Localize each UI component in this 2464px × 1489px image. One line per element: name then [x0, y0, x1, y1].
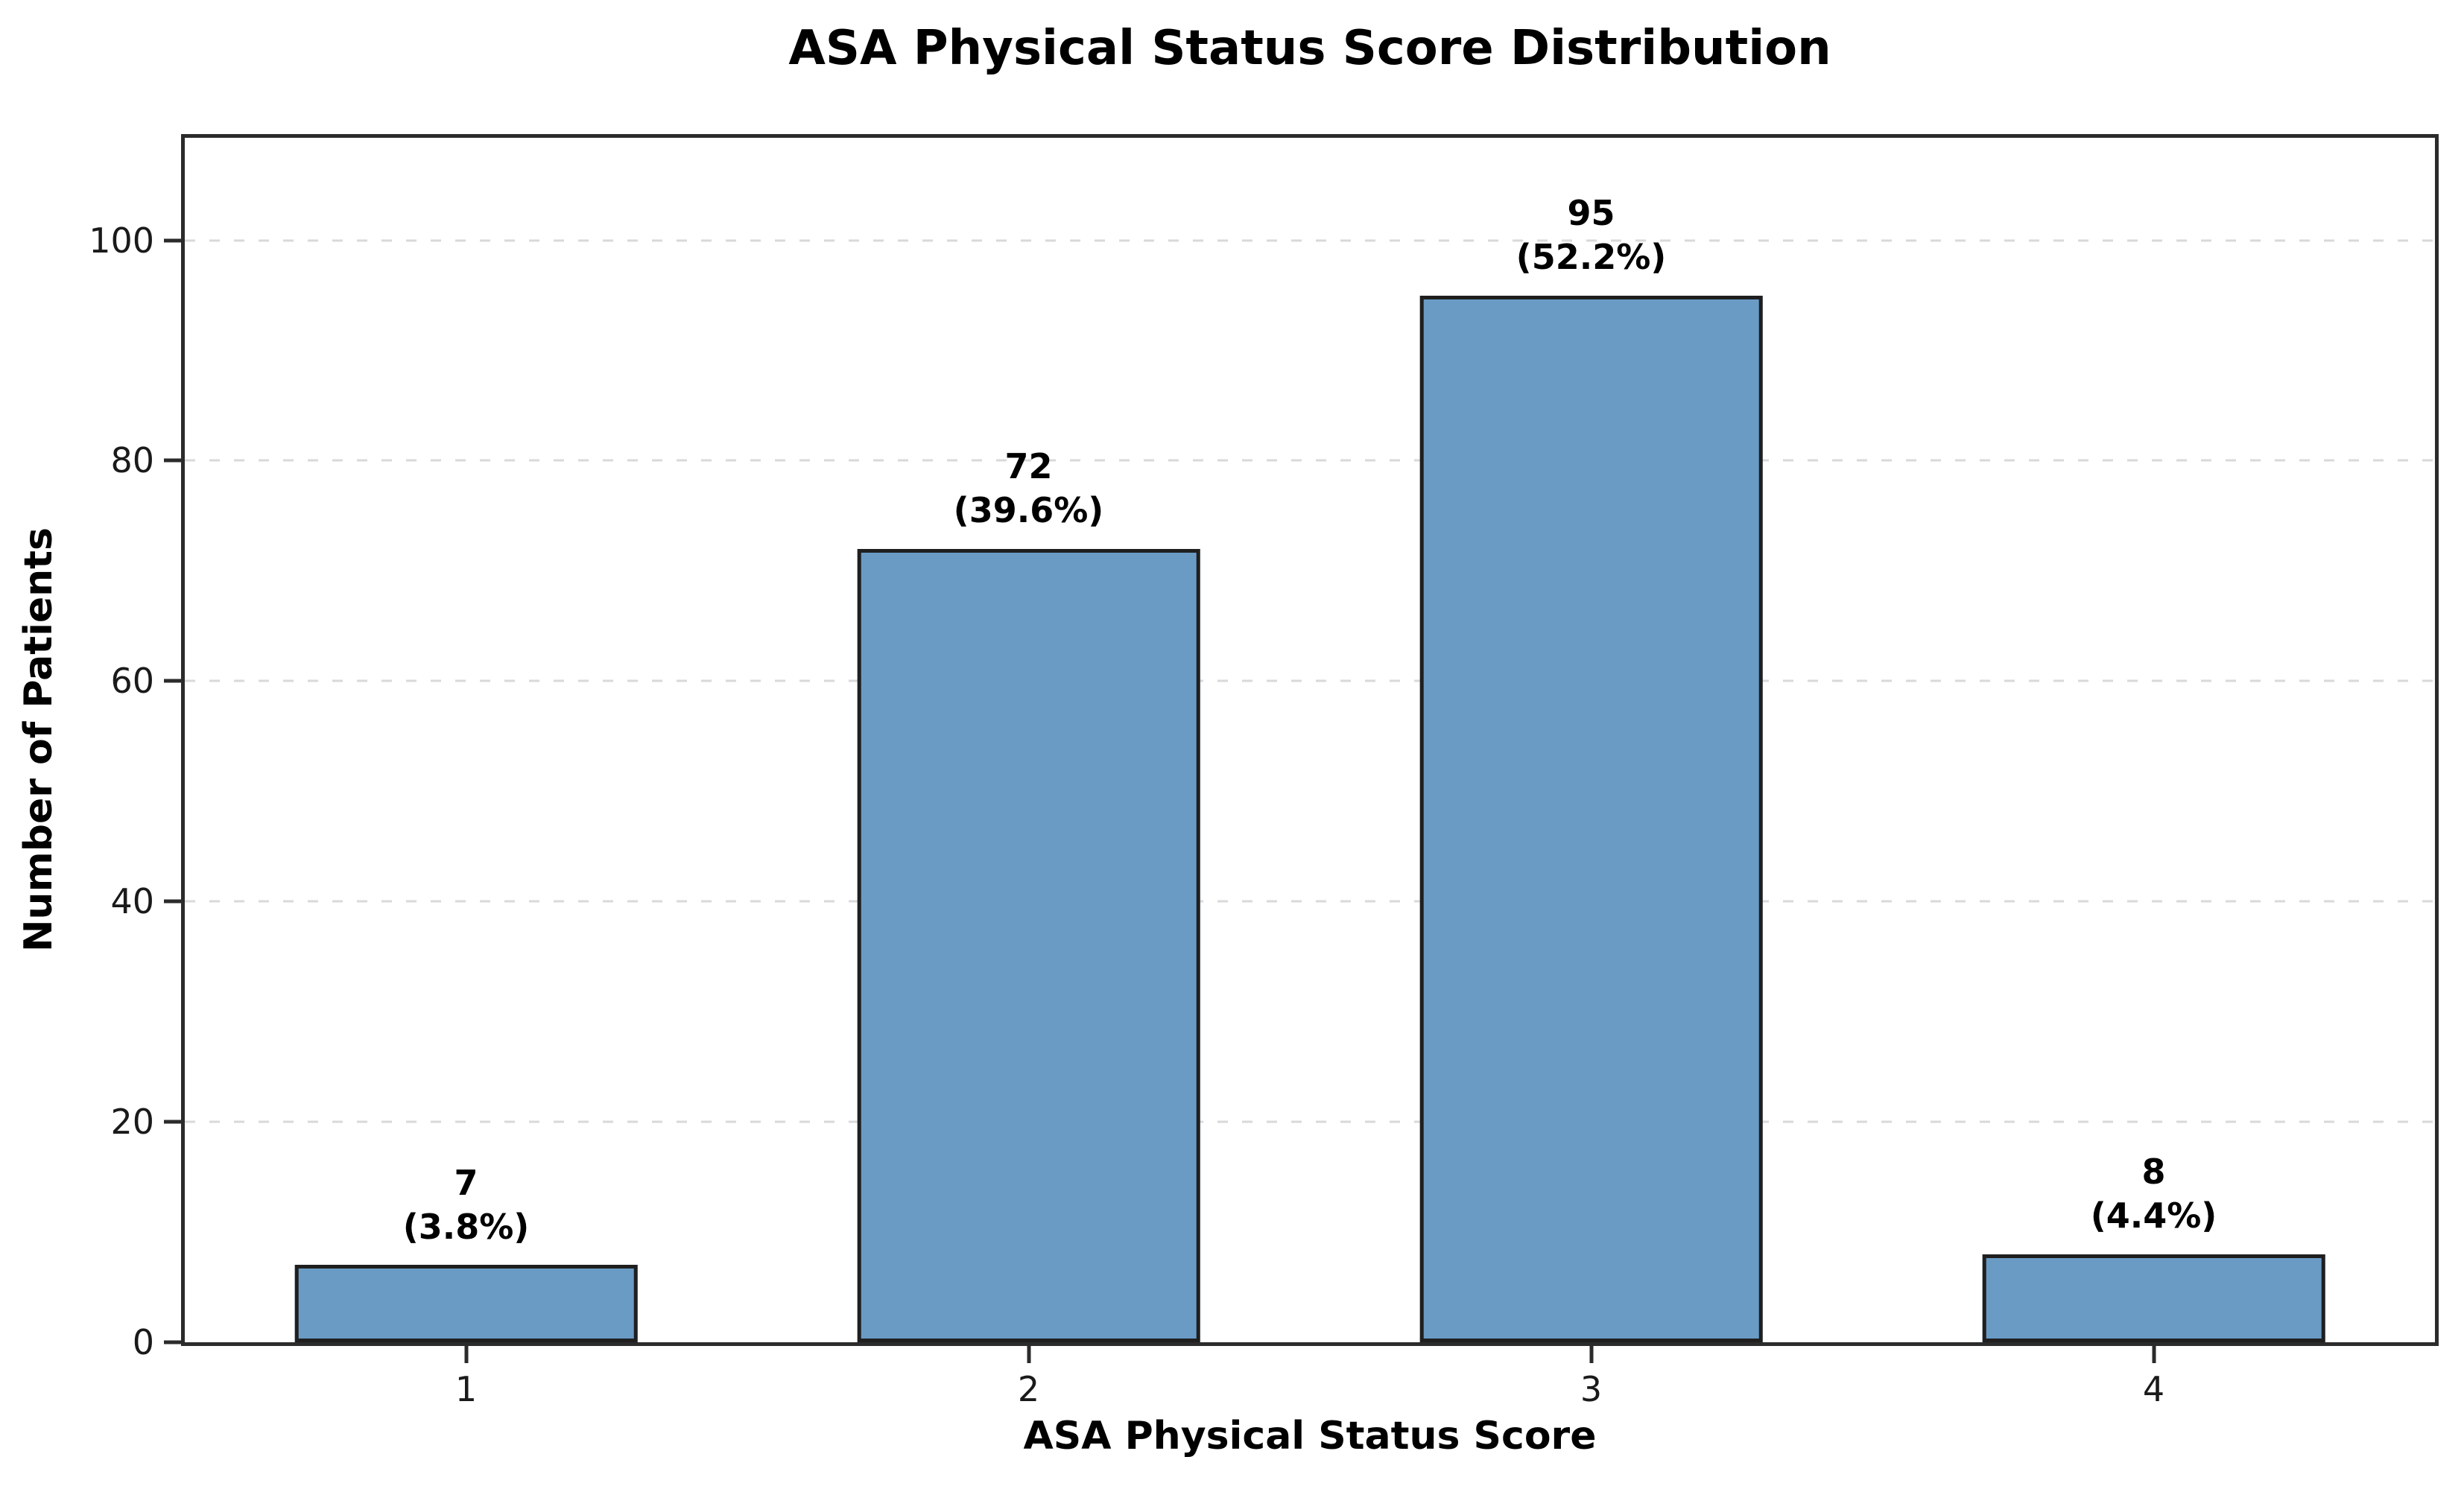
bar-percent-label: (3.8%) [402, 1206, 530, 1247]
gridline [185, 1120, 2435, 1123]
y-tick-label: 60 [110, 661, 154, 702]
gridline [185, 679, 2435, 682]
x-tick-label: 1 [455, 1369, 478, 1409]
bar-value-label: 95 [1567, 192, 1615, 233]
y-tick-label: 0 [132, 1322, 154, 1362]
bar-percent-label: (52.2%) [1516, 236, 1667, 277]
y-tick-mark [164, 679, 181, 683]
x-tick-mark [1027, 1346, 1030, 1363]
y-tick-label: 100 [89, 220, 154, 261]
bar-value-label: 8 [2141, 1151, 2166, 1192]
bar [857, 548, 1200, 1342]
bar-label: 8 (4.4%) [2091, 1150, 2217, 1238]
bar-label: 95 (52.2%) [1516, 191, 1667, 279]
bar-slot: 72 (39.6%) 2 [747, 138, 1310, 1409]
bar-slot: 7 (3.8%) 1 [185, 138, 747, 1409]
bar [1419, 295, 1763, 1342]
y-tick-mark [164, 1120, 181, 1124]
bar-percent-label: (4.4%) [2090, 1195, 2217, 1236]
gridline [185, 459, 2435, 462]
y-tick-label: 20 [110, 1102, 154, 1143]
x-tick-label: 3 [1580, 1369, 1603, 1409]
chart-title: ASA Physical Status Score Distribution [788, 21, 1831, 76]
bar-label: 72 (39.6%) [954, 445, 1104, 533]
x-tick-mark [464, 1346, 468, 1363]
y-tick-mark [164, 458, 181, 463]
x-tick-label: 2 [1017, 1369, 1040, 1409]
y-axis-title: Number of Patients [16, 527, 61, 952]
x-tick-mark [1589, 1346, 1593, 1363]
y-tick-label: 40 [110, 881, 154, 922]
y-tick-mark [164, 238, 181, 243]
bar-slot: 95 (52.2%) 3 [1310, 138, 1872, 1409]
bar [294, 1265, 638, 1342]
bar-percent-label: (39.6%) [953, 489, 1104, 530]
gridline [185, 900, 2435, 903]
bar [1982, 1254, 2325, 1342]
x-tick-label: 4 [2142, 1369, 2165, 1409]
bar-value-label: 72 [1004, 446, 1053, 487]
y-tick-mark [164, 1340, 181, 1344]
gridline [185, 239, 2435, 242]
bar-slot: 8 (4.4%) 4 [1872, 138, 2435, 1409]
x-axis-title: ASA Physical Status Score [1023, 1414, 1597, 1458]
bar-label: 7 (3.8%) [403, 1161, 530, 1249]
y-tick-label: 80 [110, 440, 154, 481]
x-tick-mark [2152, 1346, 2156, 1363]
plot-area: 0 20 40 60 80 100 7 (3.8%) 1 72 (39.6%) 2 95 (52.2%) 3… [89, 134, 2439, 1409]
bar-value-label: 7 [454, 1162, 478, 1203]
y-tick-mark [164, 899, 181, 904]
